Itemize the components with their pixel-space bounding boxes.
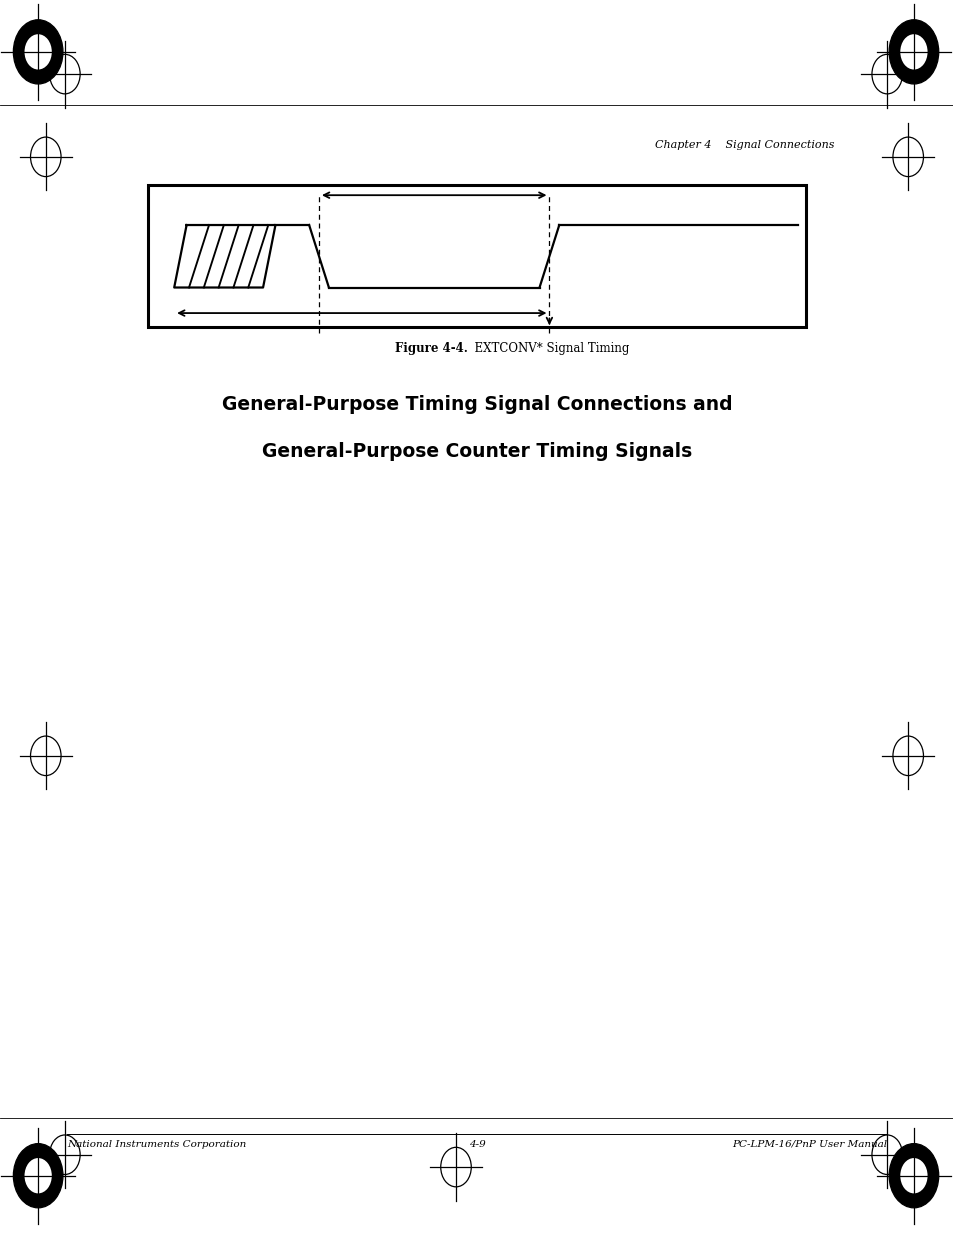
- Circle shape: [888, 20, 938, 84]
- Circle shape: [25, 35, 51, 69]
- Text: General-Purpose Timing Signal Connections and: General-Purpose Timing Signal Connection…: [221, 395, 732, 414]
- Circle shape: [900, 35, 926, 69]
- Text: Figure 4-4.: Figure 4-4.: [395, 342, 467, 356]
- Text: 4-9: 4-9: [468, 1140, 485, 1149]
- Text: EXTCONV* Signal Timing: EXTCONV* Signal Timing: [467, 342, 629, 356]
- Text: PC-LPM-16/PnP User Manual: PC-LPM-16/PnP User Manual: [731, 1140, 886, 1149]
- Circle shape: [13, 1144, 63, 1208]
- Circle shape: [25, 1158, 51, 1193]
- Text: Chapter 4    Signal Connections: Chapter 4 Signal Connections: [655, 140, 834, 149]
- Text: National Instruments Corporation: National Instruments Corporation: [67, 1140, 246, 1149]
- Text: General-Purpose Counter Timing Signals: General-Purpose Counter Timing Signals: [262, 442, 691, 461]
- Bar: [148, 185, 805, 327]
- Circle shape: [13, 20, 63, 84]
- Circle shape: [900, 1158, 926, 1193]
- Circle shape: [888, 1144, 938, 1208]
